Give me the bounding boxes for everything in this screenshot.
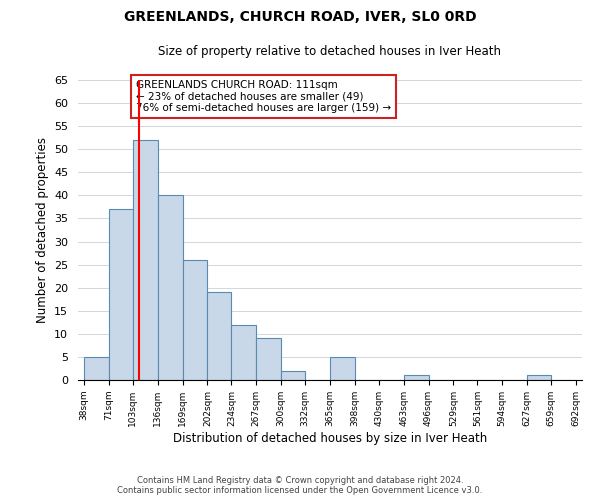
Bar bbox=[256, 338, 281, 380]
Text: GREENLANDS, CHURCH ROAD, IVER, SL0 0RD: GREENLANDS, CHURCH ROAD, IVER, SL0 0RD bbox=[124, 10, 476, 24]
Bar bbox=[109, 209, 133, 380]
Bar bbox=[527, 376, 551, 380]
Text: GREENLANDS CHURCH ROAD: 111sqm
← 23% of detached houses are smaller (49)
76% of : GREENLANDS CHURCH ROAD: 111sqm ← 23% of … bbox=[136, 80, 391, 113]
Bar bbox=[404, 376, 428, 380]
Bar bbox=[133, 140, 158, 380]
Y-axis label: Number of detached properties: Number of detached properties bbox=[35, 137, 49, 323]
Bar bbox=[158, 196, 182, 380]
Title: Size of property relative to detached houses in Iver Heath: Size of property relative to detached ho… bbox=[158, 45, 502, 58]
Bar bbox=[208, 292, 232, 380]
X-axis label: Distribution of detached houses by size in Iver Heath: Distribution of detached houses by size … bbox=[173, 432, 487, 444]
Bar bbox=[330, 357, 355, 380]
Text: Contains HM Land Registry data © Crown copyright and database right 2024.
Contai: Contains HM Land Registry data © Crown c… bbox=[118, 476, 482, 495]
Bar bbox=[232, 324, 256, 380]
Bar bbox=[84, 357, 109, 380]
Bar bbox=[182, 260, 208, 380]
Bar bbox=[281, 371, 305, 380]
